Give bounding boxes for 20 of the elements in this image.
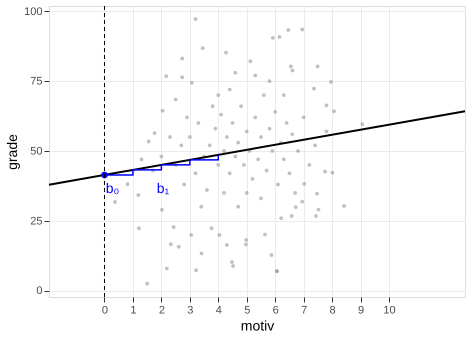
x-tick-label: 9 <box>358 304 364 316</box>
y-tick-label: 25 <box>30 215 42 228</box>
annotation: b₁ <box>156 180 170 196</box>
x-tick-label: 1 <box>130 304 136 316</box>
x-tick-label: 4 <box>216 304 222 316</box>
y-tick-label: 75 <box>30 76 42 88</box>
y-axis-title: grade <box>4 134 20 170</box>
y-tick-label: 100 <box>24 6 42 18</box>
x-tick-label: 2 <box>158 304 165 316</box>
x-tick-label: 0 <box>102 304 108 316</box>
x-tick-label: 10 <box>383 304 396 316</box>
x-tick-label: 5 <box>244 304 250 316</box>
x-axis-title: motiv <box>240 318 274 334</box>
x-tick-label: 6 <box>272 304 279 316</box>
y-tick-label: 50 <box>30 145 42 158</box>
x-tick-label: 3 <box>187 304 194 316</box>
y-tick-label: 0 <box>36 285 42 298</box>
x-tick-label: 7 <box>301 304 308 316</box>
annotation: b₀ <box>106 180 120 196</box>
x-tick-label: 8 <box>330 304 336 316</box>
